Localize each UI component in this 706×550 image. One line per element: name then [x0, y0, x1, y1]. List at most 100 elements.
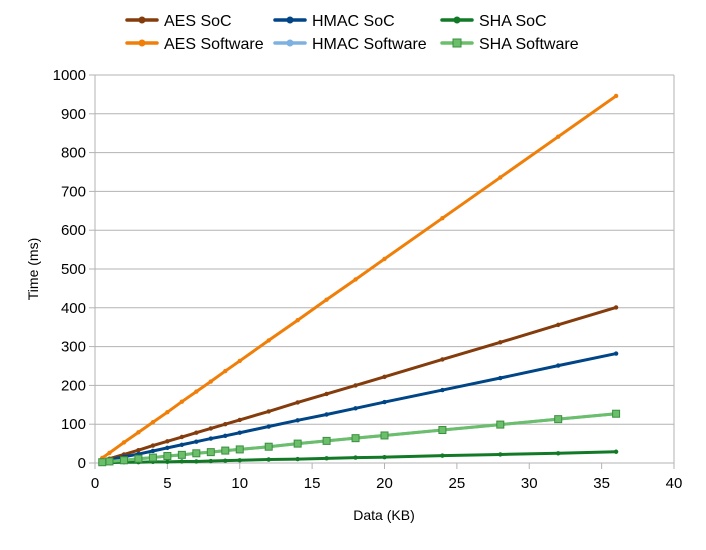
data-point [107, 450, 112, 456]
data-point [163, 452, 172, 461]
y-tick-label: 600 [61, 222, 86, 239]
data-point [556, 134, 561, 139]
x-tick-label: 10 [231, 475, 248, 492]
legend-swatch-marker [452, 38, 462, 48]
y-tick-label: 1000 [53, 67, 86, 84]
legend-label: HMAC SoC [312, 13, 395, 30]
x-tick-label: 40 [666, 475, 683, 492]
data-point [353, 406, 358, 411]
data-point [136, 430, 141, 435]
data-point [223, 368, 228, 374]
data-point [353, 383, 358, 388]
data-point [208, 426, 213, 431]
legend-item: SHA Software [440, 36, 579, 53]
data-point [98, 458, 107, 467]
data-point [266, 338, 271, 343]
legend-item: AES SoC [125, 13, 232, 30]
data-point [150, 420, 156, 425]
data-point [223, 422, 228, 427]
data-point [324, 456, 329, 461]
data-point [134, 454, 143, 463]
x-tick-label: 35 [593, 475, 610, 492]
data-point [194, 389, 199, 394]
data-point [322, 436, 331, 445]
data-point [192, 449, 201, 458]
data-point [613, 449, 619, 454]
data-point [496, 420, 505, 429]
data-point [165, 459, 170, 465]
series-line [100, 94, 618, 460]
data-point [382, 399, 387, 405]
legend-swatch-marker [286, 39, 294, 47]
data-point [208, 379, 213, 384]
data-point [179, 442, 185, 447]
legend-swatch-marker [138, 16, 146, 24]
data-point [105, 457, 114, 466]
y-tick-label: 400 [61, 300, 86, 317]
y-tick-label: 700 [61, 183, 86, 200]
data-point [353, 455, 358, 460]
x-tick-label: 20 [376, 475, 393, 492]
data-point [165, 445, 170, 451]
data-point [382, 454, 387, 460]
data-point [165, 409, 170, 415]
data-point [179, 399, 185, 404]
x-tick-label: 30 [521, 475, 538, 492]
y-tick-label: 800 [61, 145, 86, 162]
data-point [136, 447, 141, 453]
data-point [119, 456, 128, 465]
data-point [194, 430, 199, 435]
x-tick-label: 25 [449, 475, 466, 492]
data-point [264, 442, 273, 451]
data-point [150, 448, 156, 454]
x-tick-label: 5 [163, 475, 171, 492]
data-point [237, 430, 242, 435]
x-tick-label: 0 [91, 475, 99, 492]
data-point [324, 297, 329, 302]
x-tick-label: 15 [304, 475, 321, 492]
data-point [382, 374, 387, 380]
data-point [150, 443, 156, 448]
data-point [221, 446, 230, 455]
legend-label: AES Software [164, 36, 264, 53]
y-tick-label: 300 [61, 339, 86, 356]
data-point [438, 426, 447, 435]
legend-label: SHA SoC [479, 13, 547, 30]
data-point [223, 458, 228, 463]
series-hmac-soc [100, 351, 619, 464]
data-point [382, 256, 387, 262]
series-line [100, 352, 618, 463]
data-point [179, 434, 185, 440]
legend-swatch-marker [138, 39, 146, 47]
y-tick-label: 500 [61, 261, 86, 278]
data-point [556, 451, 561, 456]
data-point [121, 440, 127, 445]
series-layer [98, 93, 621, 467]
data-point [556, 363, 561, 368]
data-point [208, 458, 213, 464]
legend-label: SHA Software [479, 36, 579, 53]
series-aes-software [100, 93, 619, 461]
y-tick-label: 0 [78, 455, 86, 472]
data-point [235, 445, 244, 454]
data-point [148, 453, 157, 462]
data-point [223, 433, 228, 439]
data-point [295, 456, 300, 462]
series-line [100, 305, 618, 463]
data-point [295, 318, 300, 323]
data-point [324, 412, 329, 417]
data-point [237, 458, 242, 463]
legend-label: AES SoC [164, 13, 232, 30]
data-point [295, 418, 300, 423]
data-point [266, 457, 271, 462]
y-tick-label: 100 [61, 416, 86, 433]
data-point [353, 277, 358, 282]
data-point [324, 391, 329, 397]
legend-item: HMAC SoC [273, 13, 395, 30]
y-tick-label: 200 [61, 377, 86, 394]
data-point [179, 459, 185, 464]
data-point [380, 431, 389, 440]
legend-swatch-marker [286, 16, 294, 24]
data-point [613, 351, 619, 356]
